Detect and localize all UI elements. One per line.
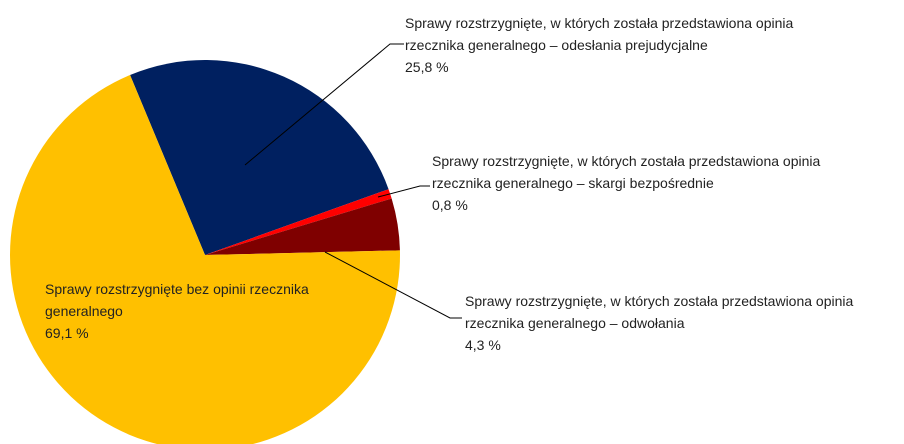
slice-label: Sprawy rozstrzygnięte, w których została… xyxy=(465,290,860,356)
label-text: Sprawy rozstrzygnięte bez opinii rzeczni… xyxy=(45,281,309,319)
label-value: 25,8 % xyxy=(405,59,449,75)
pie-slice xyxy=(205,189,392,255)
slice-label: Sprawy rozstrzygnięte bez opinii rzeczni… xyxy=(45,278,375,344)
label-value: 69,1 % xyxy=(45,325,89,341)
label-text: Sprawy rozstrzygnięte, w których została… xyxy=(432,153,821,191)
leader-line xyxy=(324,251,462,319)
label-value: 4,3 % xyxy=(465,337,501,353)
label-text: Sprawy rozstrzygnięte, w których została… xyxy=(405,15,794,53)
label-text: Sprawy rozstrzygnięte, w których została… xyxy=(465,293,854,331)
pie-slice xyxy=(130,59,389,256)
label-value: 0,8 % xyxy=(432,197,468,213)
slice-label: Sprawy rozstrzygnięte, w których została… xyxy=(405,12,800,78)
leader-line xyxy=(377,185,430,198)
pie-slice xyxy=(205,198,400,255)
slice-label: Sprawy rozstrzygnięte, w których została… xyxy=(432,150,827,216)
leader-line xyxy=(244,43,404,166)
pie-slice xyxy=(10,74,400,444)
